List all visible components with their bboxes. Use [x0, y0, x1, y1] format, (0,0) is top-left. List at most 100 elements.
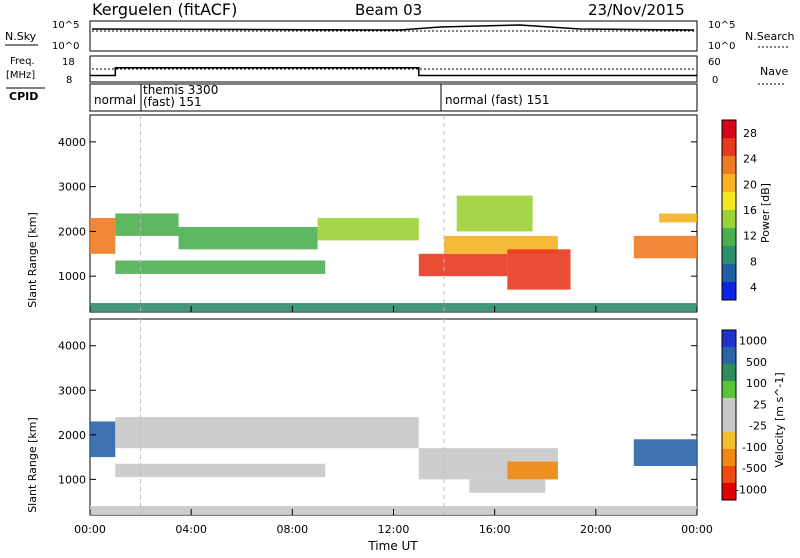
nsky-trace [91, 24, 695, 31]
colorbar-tick-label: 20 [743, 178, 757, 191]
heatmap-cell [633, 235, 697, 259]
colorbar-tick-label: -500 [742, 462, 767, 475]
nave-label: Nave [760, 65, 788, 78]
time-x-axis: 00:00 04:00 08:00 12:00 16:00 20:00 00:00 [74, 306, 713, 536]
heatmap-cell [469, 479, 546, 493]
x-tick-label: 20:00 [580, 523, 612, 536]
colorbar-tick-label: 24 [743, 153, 757, 166]
heatmap-cell [178, 226, 318, 250]
freq-label: Freq. [10, 56, 35, 67]
heatmap-cell [90, 421, 116, 458]
nave-tick-low: 0 [712, 75, 718, 86]
velocity-ylabel: Slant Range [km] [26, 417, 39, 513]
x-tick-label: 12:00 [378, 523, 410, 536]
cpid-seg-normal-fast: normal (fast) 151 [445, 93, 549, 107]
heatmap-cell [633, 439, 697, 466]
colorbar-swatch [722, 347, 736, 365]
x-tick-label: 00:00 [74, 523, 106, 536]
colorbar-tick-label: 500 [746, 356, 767, 369]
y-tick-label: 3000 [58, 181, 86, 194]
velocity-colorbar-label: Velocity [m s^-1] [773, 372, 786, 467]
colorbar-tick-label: 16 [743, 204, 757, 217]
y-tick-label: 4000 [58, 340, 86, 353]
nsky-panel [89, 20, 698, 52]
colorbar-swatch [722, 282, 736, 301]
x-tick-label: 00:00 [681, 523, 713, 536]
nsky-tick-low: 10^0 [52, 41, 79, 52]
power-colorbar-label: Power [dB] [759, 183, 772, 243]
x-axis-label: Time UT [367, 539, 418, 553]
nsky-tick-high: 10^5 [52, 20, 79, 31]
y-tick-label: 4000 [58, 136, 86, 149]
colorbar-swatch [722, 483, 736, 501]
velocity-y-axis: 4000 3000 2000 1000 [58, 340, 697, 486]
colorbar-tick-label: -100 [742, 441, 767, 454]
colorbar-tick-label: 8 [750, 255, 757, 268]
heatmap-cell [456, 195, 533, 232]
colorbar-swatch [722, 449, 736, 467]
power-y-axis: 4000 3000 2000 1000 [58, 136, 697, 283]
x-tick-label: 08:00 [276, 523, 308, 536]
freq-trace [90, 66, 697, 77]
colorbar-swatch [722, 330, 736, 348]
colorbar-swatch [722, 381, 736, 399]
power-panel-bg [89, 114, 698, 313]
power-colorbar: 28 24 20 16 12 8 4 [721, 119, 757, 301]
colorbar-tick-label: 100 [746, 377, 767, 390]
colorbar-tick-label: 1000 [739, 335, 767, 348]
heatmap-cell [115, 213, 179, 236]
freq-unit: [MHz] [6, 70, 35, 81]
heatmap-cell [507, 249, 571, 290]
y-tick-label: 3000 [58, 384, 86, 397]
heatmap-cell [659, 213, 697, 223]
colorbar-tick-label: -1000 [735, 483, 767, 496]
freq-panel [89, 55, 698, 83]
y-tick-label: 2000 [58, 429, 86, 442]
colorbar-swatch [722, 228, 736, 247]
heatmap-cell [317, 217, 419, 241]
colorbar-swatch [722, 432, 736, 450]
y-tick-label: 1000 [58, 270, 86, 283]
colorbar-swatch [722, 398, 736, 416]
beam-title: Beam 03 [355, 1, 422, 19]
colorbar-tick-label: 25 [753, 398, 767, 411]
colorbar-tick-label: 28 [743, 127, 757, 140]
nsearch-tick-low: 10^0 [708, 41, 735, 52]
colorbar-swatch [722, 246, 736, 265]
colorbar-swatch [722, 138, 736, 157]
freq-tick-high: 18 [62, 57, 75, 68]
colorbar-swatch [722, 156, 736, 175]
colorbar-swatch [722, 120, 736, 139]
colorbar-frame [721, 119, 737, 301]
colorbar-tick-label: 4 [750, 281, 757, 294]
x-tick-label: 16:00 [479, 523, 511, 536]
colorbar-swatch [722, 466, 736, 484]
colorbar-swatch [722, 192, 736, 211]
colorbar-swatch [722, 364, 736, 382]
heatmap-cell [507, 461, 558, 480]
heatmap-cell [115, 463, 326, 478]
nsky-label: N.Sky [5, 30, 37, 43]
cpid-seg-normal: normal [94, 93, 136, 107]
nave-tick-high: 60 [708, 57, 721, 68]
colorbar-swatch [722, 174, 736, 193]
power-ylabel: Slant Range [km] [26, 212, 39, 308]
colorbar-swatch [722, 264, 736, 283]
x-tick-label: 04:00 [175, 523, 207, 536]
y-tick-label: 2000 [58, 225, 86, 238]
colorbar-swatch [722, 210, 736, 229]
heatmap-cell [115, 417, 419, 449]
nsearch-tick-high: 10^5 [708, 20, 735, 31]
velocity-colorbar: 1000 500 100 25 -25 -100 -500 -1000 [721, 329, 767, 501]
freq-tick-low: 8 [66, 75, 72, 86]
nsearch-label: N.Search [745, 30, 795, 43]
y-tick-label: 1000 [58, 473, 86, 486]
date-title: 23/Nov/2015 [588, 1, 685, 19]
heatmap-cell [90, 217, 116, 254]
colorbar-swatch [722, 415, 736, 433]
colorbar-tick-label: -25 [749, 420, 767, 433]
cpid-label: CPID [9, 90, 38, 103]
colorbar-tick-label: 12 [743, 230, 757, 243]
